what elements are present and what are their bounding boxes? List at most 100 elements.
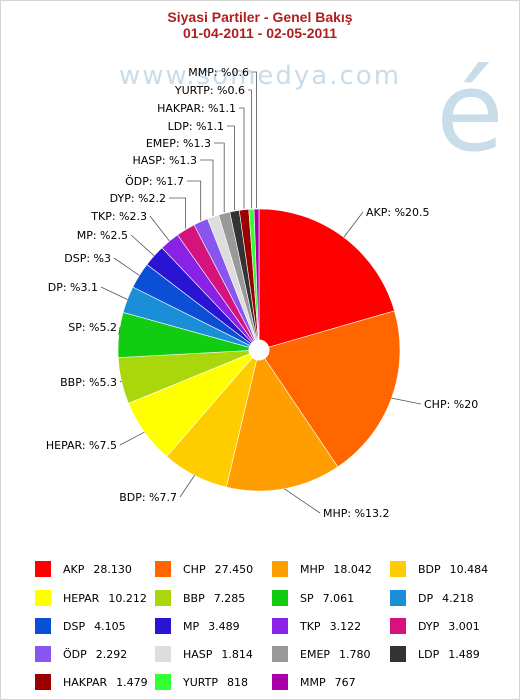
legend-value: 2.292 bbox=[95, 647, 128, 661]
slice-label-hakpar: HAKPAR: %1.1 bbox=[157, 102, 236, 115]
legend-item-dyp: DYP 3.001 bbox=[390, 617, 480, 635]
slice-label-dsp: DSP: %3 bbox=[64, 252, 111, 265]
legend-item-mmp: MMP 767 bbox=[272, 673, 356, 691]
legend-value: 3.001 bbox=[448, 619, 480, 633]
legend-label: BDP bbox=[418, 562, 441, 576]
legend-item-emep: EMEP 1.780 bbox=[272, 645, 371, 663]
legend-label: DP bbox=[418, 591, 434, 605]
legend-item-mp: MP 3.489 bbox=[155, 617, 240, 635]
legend-swatch bbox=[272, 561, 288, 577]
slice-label-dyp: DYP: %2.2 bbox=[110, 192, 166, 205]
legend-label: DSP bbox=[63, 619, 86, 633]
chart-title: Siyasi Partiler - Genel Bakış 01-04-2011… bbox=[0, 9, 520, 41]
legend-value: 10.484 bbox=[449, 562, 489, 576]
legend-item-yurtp: YURTP 818 bbox=[155, 673, 248, 691]
pie-slice-akp bbox=[258, 208, 395, 351]
legend-item-hakpar: HAKPAR 1.479 bbox=[35, 673, 148, 691]
slice-label-hepar: HEPAR: %7.5 bbox=[46, 439, 117, 452]
legend-value: 4.105 bbox=[94, 619, 126, 633]
legend-item-dp: DP 4.218 bbox=[390, 589, 474, 607]
leader-line-ldp bbox=[227, 125, 235, 211]
leader-line-dsp bbox=[113, 257, 140, 276]
legend-label: HEPAR bbox=[63, 591, 100, 605]
legend-label: HASP bbox=[183, 647, 213, 661]
legend-item-hepar: HEPAR 10.212 bbox=[35, 589, 147, 607]
legend-swatch bbox=[35, 590, 51, 606]
legend-label: DYP bbox=[418, 619, 440, 633]
legend-item-bbp: BBP 7.285 bbox=[155, 589, 245, 607]
leader-line-mp bbox=[130, 234, 155, 257]
legend-swatch bbox=[35, 674, 51, 690]
legend-value: 3.122 bbox=[329, 619, 362, 633]
legend-item-ödp: ÖDP 2.292 bbox=[35, 645, 127, 663]
leader-line-ödp bbox=[187, 180, 202, 221]
legend-swatch bbox=[390, 646, 406, 662]
slice-label-mhp: MHP: %13.2 bbox=[323, 507, 390, 520]
leader-line-dp bbox=[100, 286, 128, 300]
legend-item-akp: AKP 28.130 bbox=[35, 560, 132, 578]
legend-label: YURTP bbox=[183, 675, 218, 689]
legend-value: 10.212 bbox=[108, 591, 147, 605]
legend-label: SP bbox=[300, 591, 314, 605]
legend-swatch bbox=[35, 618, 51, 634]
legend-swatch bbox=[155, 674, 171, 690]
legend-value: 27.450 bbox=[214, 562, 254, 576]
legend-value: 28.130 bbox=[93, 562, 132, 576]
legend-swatch bbox=[35, 561, 51, 577]
legend-label: TKP bbox=[300, 619, 321, 633]
legend-swatch bbox=[155, 561, 171, 577]
slice-label-ldp: LDP: %1.1 bbox=[168, 120, 224, 133]
legend-value: 1.780 bbox=[339, 647, 371, 661]
legend-label: HAKPAR bbox=[63, 675, 108, 689]
legend-swatch bbox=[390, 561, 406, 577]
legend-swatch bbox=[390, 590, 406, 606]
pie-chart: www.somedya.com é AKP: %20.5 CHP: %20 MHP: … bbox=[46, 48, 504, 520]
slice-label-bbp: BBP: %5.3 bbox=[60, 376, 117, 389]
pie-slices bbox=[117, 208, 401, 492]
leader-line-sp bbox=[118, 326, 121, 335]
legend-label: MP bbox=[183, 619, 200, 633]
leader-line-bbp bbox=[119, 380, 122, 383]
chart-title-line2: 01-04-2011 - 02-05-2011 bbox=[182, 25, 338, 41]
leader-line-bdp bbox=[179, 475, 195, 498]
legend-value: 7.061 bbox=[322, 591, 355, 605]
legend-label: MHP bbox=[300, 562, 325, 576]
legend-label: BBP bbox=[183, 591, 205, 605]
legend-label: EMEP bbox=[300, 647, 331, 661]
watermark-logo: é bbox=[436, 48, 504, 176]
legend-label: AKP bbox=[63, 562, 85, 576]
legend-value: 1.814 bbox=[221, 647, 253, 661]
legend-swatch bbox=[155, 590, 171, 606]
legend-item-mhp: MHP 18.042 bbox=[272, 560, 372, 578]
slice-label-akp: AKP: %20.5 bbox=[366, 206, 430, 219]
legend-item-dsp: DSP 4.105 bbox=[35, 617, 126, 635]
legend-item-tkp: TKP 3.122 bbox=[272, 617, 361, 635]
leader-line-emep bbox=[214, 142, 225, 213]
leader-line-yurtp bbox=[248, 89, 252, 209]
leader-line-dyp bbox=[169, 197, 187, 229]
legend-value: 4.218 bbox=[442, 591, 474, 605]
legend-item-chp: CHP 27.450 bbox=[155, 560, 253, 578]
legend-item-hasp: HASP 1.814 bbox=[155, 645, 253, 663]
legend-swatch bbox=[155, 618, 171, 634]
slice-label-tkp: TKP: %2.3 bbox=[90, 210, 147, 223]
legend-swatch bbox=[35, 646, 51, 662]
leader-lines bbox=[100, 71, 422, 514]
legend-swatch bbox=[272, 646, 288, 662]
legend-label: ÖDP bbox=[63, 647, 87, 661]
slice-label-ödp: ÖDP: %1.7 bbox=[125, 175, 184, 188]
slice-labels: AKP: %20.5 CHP: %20 MHP: %13.2 BDP: %7.7 HEP… bbox=[46, 66, 478, 520]
slice-label-mmp: MMP: %0.6 bbox=[188, 66, 249, 79]
legend-value: 818 bbox=[226, 675, 248, 689]
legend-label: CHP bbox=[183, 562, 206, 576]
chart-title-line1: Siyasi Partiler - Genel Bakış bbox=[167, 9, 353, 25]
legend-swatch bbox=[155, 646, 171, 662]
legend-swatch bbox=[272, 618, 288, 634]
leader-line-akp bbox=[343, 211, 364, 238]
slice-label-hasp: HASP: %1.3 bbox=[132, 154, 197, 167]
watermark-text: www.somedya.com bbox=[119, 61, 401, 91]
legend-label: MMP bbox=[300, 675, 326, 689]
legend-swatch bbox=[272, 674, 288, 690]
slice-label-bdp: BDP: %7.7 bbox=[119, 491, 177, 504]
leader-line-mhp bbox=[283, 488, 321, 514]
